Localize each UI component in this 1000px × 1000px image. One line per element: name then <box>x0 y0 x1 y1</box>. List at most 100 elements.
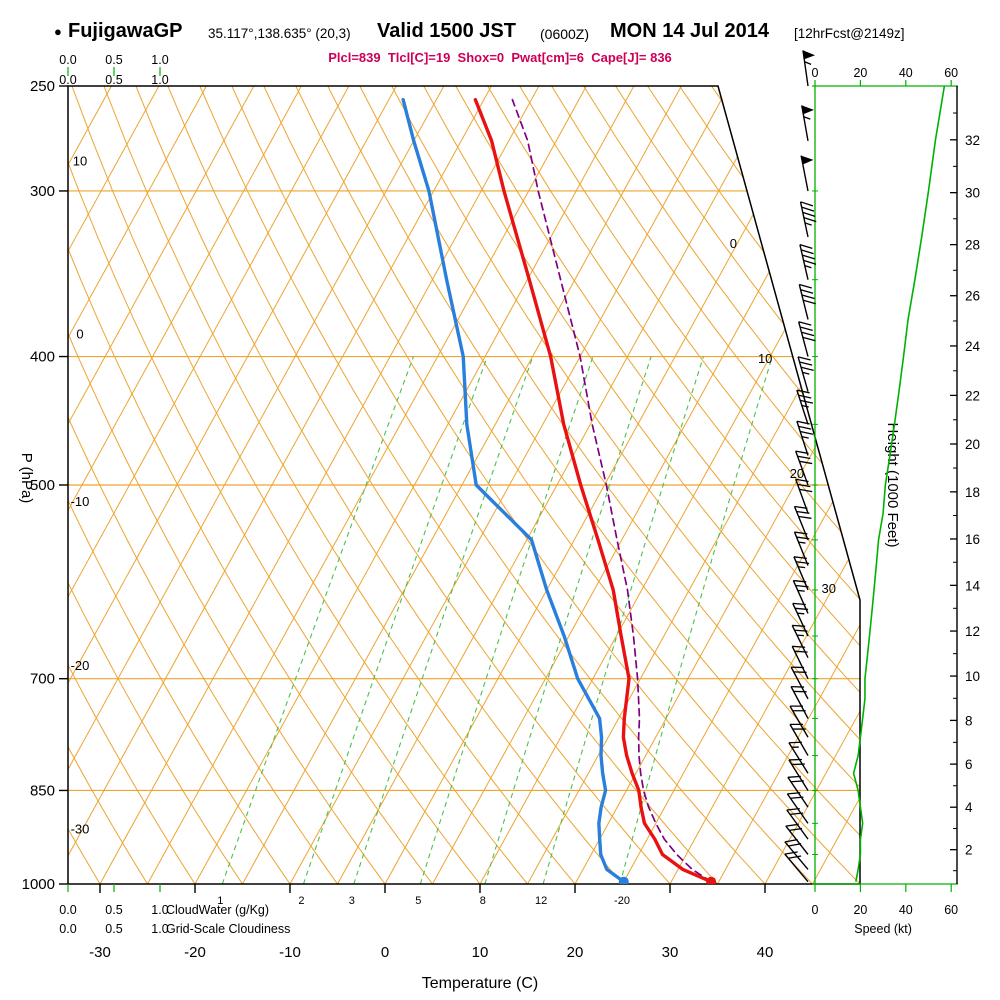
svg-text:0.5: 0.5 <box>105 903 122 917</box>
svg-text:10: 10 <box>965 669 980 684</box>
mixing-ratio-labels: 1 2 3 5 8 12 -20 <box>217 895 630 907</box>
forecast-tag: [12hrFcst@2149z] <box>794 26 905 41</box>
svg-text:850: 850 <box>30 782 55 799</box>
svg-text:1.0: 1.0 <box>151 53 168 67</box>
station-name: FujigawaGP <box>68 20 183 42</box>
svg-text:20: 20 <box>790 466 804 481</box>
svg-text:4: 4 <box>965 800 973 815</box>
svg-text:-20: -20 <box>614 895 630 907</box>
svg-text:0.5: 0.5 <box>105 53 122 67</box>
svg-text:30: 30 <box>662 944 679 961</box>
svg-text:0.0: 0.0 <box>59 73 76 87</box>
svg-text:1.0: 1.0 <box>151 73 168 87</box>
svg-text:22: 22 <box>965 388 980 403</box>
svg-text:-20: -20 <box>71 658 90 673</box>
svg-text:18: 18 <box>965 485 980 500</box>
valid-time: Valid 1500 JST <box>377 20 516 42</box>
svg-text:20: 20 <box>965 437 980 452</box>
svg-text:2: 2 <box>965 843 973 858</box>
svg-text:60: 60 <box>944 903 958 917</box>
svg-text:300: 300 <box>30 183 55 200</box>
svg-text:6: 6 <box>965 757 973 772</box>
svg-text:0.0: 0.0 <box>59 922 76 936</box>
svg-text:-10: -10 <box>279 944 301 961</box>
grid-line-labels: 10 0 -10 -20 -30 0 10 20 30 <box>71 153 836 836</box>
svg-text:0: 0 <box>812 903 819 917</box>
svg-text:10: 10 <box>758 351 772 366</box>
cloud-scale-top: 0.0 0.0 0.5 0.5 1.0 1.0 <box>59 53 168 87</box>
svg-text:30: 30 <box>821 581 835 596</box>
svg-text:0: 0 <box>76 327 83 342</box>
svg-text:10: 10 <box>73 153 87 168</box>
svg-text:Grid-Scale Cloudiness: Grid-Scale Cloudiness <box>166 922 290 936</box>
svg-text:0.5: 0.5 <box>105 73 122 87</box>
svg-text:0: 0 <box>812 66 819 80</box>
svg-text:12: 12 <box>965 624 980 639</box>
svg-text:0.5: 0.5 <box>105 922 122 936</box>
svg-text:Temperature (C): Temperature (C) <box>422 975 538 992</box>
svg-text:700: 700 <box>30 671 55 688</box>
mixing-ratio-lines <box>221 356 773 884</box>
pressure-axis: 250 300 400 500 700 850 1000 P (hPa) <box>18 78 68 893</box>
svg-text:250: 250 <box>30 78 55 95</box>
svg-text:400: 400 <box>30 349 55 366</box>
svg-text:40: 40 <box>899 903 913 917</box>
svg-text:CloudWater (g/Kg): CloudWater (g/Kg) <box>166 903 269 917</box>
svg-text:40: 40 <box>757 944 774 961</box>
valid-time-utc: (0600Z) <box>540 26 590 42</box>
svg-text:32: 32 <box>965 133 980 148</box>
chart-header: ● FujigawaGP 35.117°,138.635° (20,3) Val… <box>0 0 1000 70</box>
skewt-background-grid <box>68 86 860 884</box>
station-bullet-icon: ● <box>54 24 62 39</box>
svg-text:60: 60 <box>944 66 958 80</box>
svg-text:24: 24 <box>965 339 981 354</box>
svg-text:1.0: 1.0 <box>151 903 168 917</box>
stability-indices: Plcl=839 Tlcl[C]=19 Shox=0 Pwat[cm]=6 Ca… <box>328 50 672 65</box>
svg-text:1: 1 <box>217 895 223 907</box>
svg-text:40: 40 <box>899 66 913 80</box>
svg-text:-30: -30 <box>71 822 90 837</box>
wind-speed-curve <box>852 85 946 882</box>
svg-text:3: 3 <box>349 895 355 907</box>
svg-text:-30: -30 <box>89 944 111 961</box>
svg-text:1000: 1000 <box>22 876 55 893</box>
svg-text:Speed (kt): Speed (kt) <box>854 922 912 936</box>
svg-text:8: 8 <box>965 713 973 728</box>
wind-barbs <box>784 50 817 883</box>
svg-text:0.0: 0.0 <box>59 903 76 917</box>
svg-text:20: 20 <box>853 903 867 917</box>
svg-text:5: 5 <box>415 895 421 907</box>
svg-text:-20: -20 <box>184 944 206 961</box>
temperature-axis: -30 -20 -10 0 10 20 30 40 Temperature (C) <box>89 884 773 992</box>
temperature-curve <box>473 97 713 884</box>
dewpoint-curve <box>401 97 626 884</box>
station-coords: 35.117°,138.635° (20,3) <box>208 26 351 41</box>
svg-text:28: 28 <box>965 238 980 253</box>
surface-dewpoint-dot <box>618 876 629 884</box>
svg-text:0: 0 <box>730 236 737 251</box>
sounding-curves <box>401 97 717 884</box>
speed-axis: 0 0 20 20 40 40 60 60 Speed (kt) <box>812 66 959 936</box>
svg-text:0: 0 <box>381 944 389 961</box>
svg-text:0.0: 0.0 <box>59 53 76 67</box>
valid-date: MON 14 Jul 2014 <box>610 20 769 42</box>
svg-text:14: 14 <box>965 578 981 593</box>
svg-text:1.0: 1.0 <box>151 922 168 936</box>
svg-text:26: 26 <box>965 289 980 304</box>
parcel-curve <box>511 98 713 883</box>
svg-text:10: 10 <box>472 944 489 961</box>
surface-temp-dot <box>706 876 717 884</box>
svg-text:P (hPa): P (hPa) <box>18 453 35 504</box>
svg-text:500: 500 <box>30 477 55 494</box>
svg-text:16: 16 <box>965 532 980 547</box>
svg-text:20: 20 <box>567 944 584 961</box>
svg-text:30: 30 <box>965 186 980 201</box>
svg-text:Height (1000 Feet): Height (1000 Feet) <box>884 422 901 547</box>
svg-text:-10: -10 <box>71 494 90 509</box>
svg-text:2: 2 <box>298 895 304 907</box>
svg-text:12: 12 <box>535 895 547 907</box>
svg-text:20: 20 <box>853 66 867 80</box>
